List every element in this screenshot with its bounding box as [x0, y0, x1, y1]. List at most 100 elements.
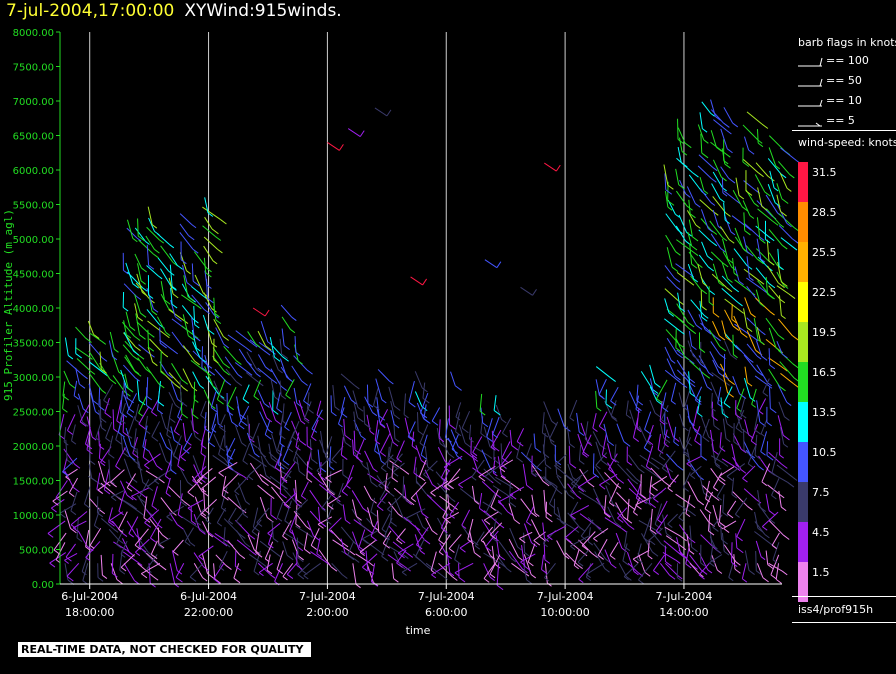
barb-flag — [779, 454, 785, 459]
barb-flag — [633, 571, 639, 576]
barb-staff — [755, 225, 769, 237]
wind-barb — [298, 400, 310, 422]
wind-barb — [437, 482, 456, 503]
wind-barb — [710, 544, 716, 564]
wind-barb — [667, 513, 678, 528]
barb-flag — [664, 434, 670, 439]
barb-staff — [702, 418, 710, 438]
wind-barb — [553, 498, 561, 518]
wind-barb — [676, 303, 695, 328]
barb-staff — [192, 341, 201, 358]
wind-barb — [98, 409, 107, 432]
barb-staff — [318, 549, 332, 568]
barb-flag — [393, 423, 400, 429]
barb-flag — [750, 440, 757, 446]
barb-flag — [702, 282, 708, 287]
barb-flag — [726, 287, 733, 293]
wind-barb — [83, 486, 91, 510]
barb-flag — [144, 464, 150, 470]
barb-staff — [778, 401, 785, 417]
barb-flag — [756, 370, 764, 377]
barb-staff — [187, 476, 204, 493]
wind-barb — [212, 355, 230, 376]
barb-staff — [347, 128, 361, 138]
barb-staff — [577, 475, 597, 488]
barb-flag — [189, 576, 197, 582]
wind-barb — [449, 501, 460, 519]
barb-flag — [734, 568, 741, 574]
barb-flag — [724, 375, 730, 380]
wind-barb — [303, 532, 311, 555]
barb-staff — [765, 550, 769, 565]
barb-staff — [151, 486, 158, 506]
barb-flag — [65, 476, 71, 481]
barb-staff — [136, 528, 141, 548]
barb-flag — [158, 543, 165, 549]
barb-flag — [81, 571, 87, 576]
barb-flag — [134, 370, 140, 375]
barb-staff — [542, 432, 546, 454]
barb-flag — [723, 527, 730, 533]
barb-flag — [177, 465, 185, 472]
wind-barb — [353, 419, 367, 441]
wind-barb — [153, 468, 173, 485]
barb-flag — [98, 405, 105, 411]
wind-barb — [723, 214, 736, 236]
wind-barb — [168, 277, 179, 299]
barb-flag — [196, 347, 201, 352]
wind-barb — [388, 386, 401, 411]
barb-flag — [689, 213, 696, 219]
barb-flag — [651, 485, 658, 491]
wind-barb — [689, 525, 698, 553]
barb-staff — [635, 395, 640, 410]
barb-staff — [746, 256, 750, 278]
barb-staff — [96, 472, 101, 490]
wind-barb — [627, 478, 646, 499]
barb-flag — [579, 460, 585, 465]
wind-barb — [146, 226, 165, 244]
barb-staff — [364, 450, 374, 469]
barb-staff — [376, 492, 388, 507]
barb-flag — [214, 312, 220, 318]
barb-flag — [401, 571, 407, 576]
barb-flag — [605, 403, 613, 409]
barb-flag — [137, 354, 145, 360]
barb-flag — [182, 387, 189, 392]
wind-barb — [605, 389, 613, 409]
barb-flag — [665, 189, 673, 195]
barb-staff — [404, 417, 410, 437]
wind-barb — [569, 501, 579, 521]
barb-staff — [103, 468, 110, 490]
barb-flag — [66, 575, 74, 582]
wind-barb — [778, 161, 795, 179]
wind-barb — [179, 380, 188, 407]
wind-barb — [677, 503, 696, 517]
barb-flag — [657, 449, 664, 454]
wind-barb — [768, 285, 786, 304]
wind-barb — [352, 439, 359, 459]
barb-staff — [320, 430, 324, 453]
barb-flag — [722, 511, 729, 517]
wind-barb — [316, 457, 331, 475]
barb-flag — [432, 484, 439, 490]
barb-flag — [716, 496, 722, 501]
wind-barb — [180, 392, 189, 419]
barb-staff — [765, 194, 779, 214]
barb-staff — [437, 447, 446, 462]
barb-staff — [659, 401, 663, 422]
wind-barb — [182, 345, 200, 366]
barb-staff — [328, 517, 342, 531]
barb-staff — [294, 451, 308, 466]
barb-flag — [501, 464, 507, 469]
wind-barb — [279, 476, 287, 499]
barb-flag — [526, 521, 532, 526]
barb-flag — [205, 519, 212, 525]
barb-staff — [710, 233, 722, 249]
barb-flag — [323, 451, 329, 456]
wind-barb — [708, 329, 727, 352]
barb-flag — [253, 395, 260, 401]
wind-barb — [397, 543, 414, 559]
barb-flag — [534, 447, 542, 453]
barb-staff — [437, 482, 452, 499]
barb-staff — [332, 539, 351, 552]
